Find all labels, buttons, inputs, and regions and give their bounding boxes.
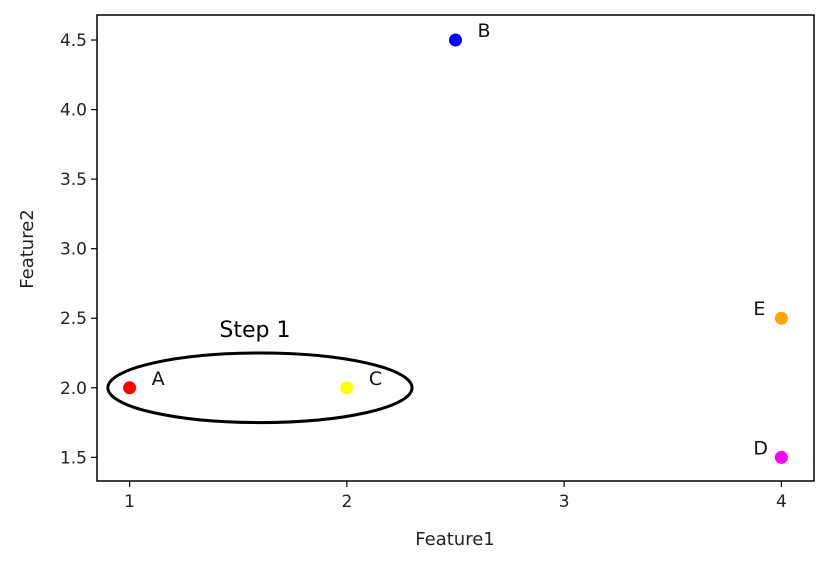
y-tick-label: 2.5 [60, 309, 87, 329]
y-tick-label: 3.0 [60, 240, 87, 260]
point-a [123, 381, 137, 395]
x-axis-label: Feature1 [415, 529, 494, 550]
y-tick-label: 2.0 [60, 379, 87, 399]
y-tick-label: 1.5 [60, 448, 87, 468]
point-label-c: C [369, 368, 382, 390]
point-c [340, 381, 354, 395]
point-label-e: E [753, 298, 765, 320]
annotations: Step 1 [106, 318, 414, 425]
y-tick-label: 3.5 [60, 170, 87, 190]
point-e [774, 311, 788, 325]
x-tick-label: 3 [559, 492, 570, 512]
step-label: Step 1 [219, 318, 290, 343]
y-tick-label: 4.5 [60, 31, 87, 51]
point-label-a: A [152, 368, 165, 390]
y-axis-label: Feature2 [17, 209, 38, 288]
y-tick-label: 4.0 [60, 101, 87, 121]
x-axis-ticks: 1 2 3 4 [124, 481, 787, 512]
step-ellipse [106, 351, 414, 425]
point-b [449, 33, 462, 47]
point-d [774, 450, 788, 464]
x-tick-label: 1 [124, 492, 135, 512]
plot-frame [96, 14, 815, 482]
y-axis-ticks: 1.5 2.0 2.5 3.0 3.5 4.0 4.5 [60, 31, 97, 468]
point-label-b: B [478, 20, 491, 42]
point-label-d: D [753, 437, 768, 459]
x-tick-label: 4 [776, 492, 787, 512]
data-points: A B C D E [123, 20, 788, 464]
x-tick-label: 2 [341, 492, 352, 512]
